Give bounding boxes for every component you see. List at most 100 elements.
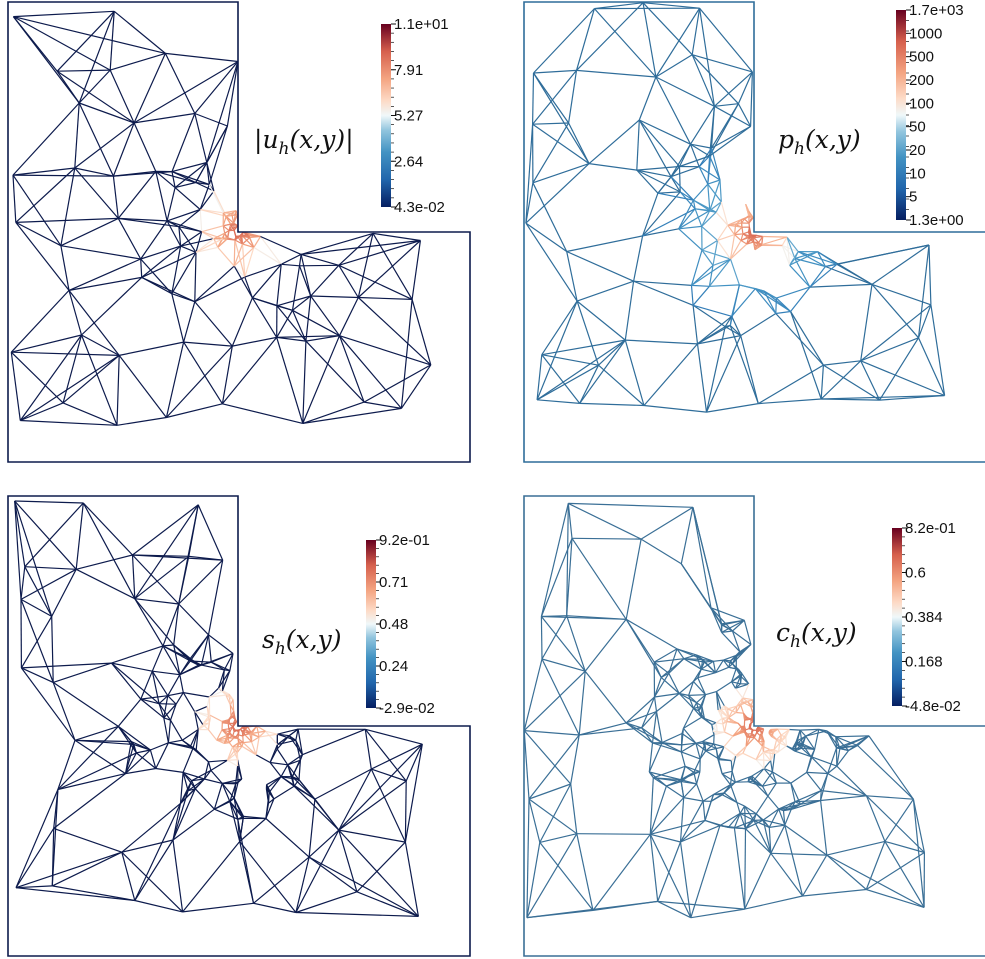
mesh-edge bbox=[588, 119, 640, 165]
mesh-edge bbox=[649, 785, 667, 835]
mesh-edge bbox=[305, 340, 365, 403]
mesh-edge bbox=[678, 692, 697, 704]
mesh-edge bbox=[709, 103, 739, 157]
mesh-edge bbox=[528, 734, 580, 800]
mesh-edge bbox=[740, 675, 750, 685]
mesh-edge bbox=[727, 813, 741, 828]
mesh-edge bbox=[226, 746, 238, 761]
mesh-edge bbox=[524, 730, 580, 736]
colorbar-tick-label: 1000 bbox=[909, 25, 942, 42]
mesh-edge bbox=[693, 677, 699, 682]
mesh-edge bbox=[748, 234, 752, 238]
mesh-edge bbox=[255, 754, 271, 764]
mesh-edge bbox=[208, 184, 224, 214]
mesh-edge bbox=[239, 818, 267, 842]
mesh-edge bbox=[642, 228, 679, 237]
mesh-edge bbox=[15, 789, 59, 888]
mesh-edge bbox=[13, 10, 115, 18]
mesh-edge bbox=[688, 694, 706, 696]
mesh-edge bbox=[566, 250, 634, 282]
mesh-edge bbox=[310, 264, 340, 297]
mesh-edge bbox=[769, 824, 785, 828]
mesh-edge bbox=[53, 662, 112, 683]
mesh-edge bbox=[802, 888, 867, 897]
mesh-edge bbox=[642, 2, 700, 9]
mesh-edge bbox=[657, 900, 745, 910]
mesh-edge bbox=[642, 191, 681, 237]
mesh-edge bbox=[140, 698, 165, 719]
colorbar-tick-label: 20 bbox=[909, 142, 926, 159]
mesh-edge bbox=[786, 236, 799, 252]
mesh-edge bbox=[20, 616, 53, 669]
mesh-edge bbox=[265, 730, 278, 735]
mesh-edge bbox=[141, 245, 181, 278]
mesh-edge bbox=[679, 800, 704, 843]
mesh-edge bbox=[699, 8, 715, 107]
mesh-edge bbox=[683, 658, 705, 663]
mesh-edge bbox=[277, 728, 299, 735]
mesh-edge bbox=[526, 798, 530, 918]
mesh-edge bbox=[728, 666, 737, 670]
mesh-edge bbox=[256, 725, 266, 732]
mesh-edge bbox=[222, 722, 230, 725]
mesh-edge bbox=[171, 293, 185, 343]
mesh-edge bbox=[781, 245, 791, 266]
mesh-edge bbox=[124, 741, 132, 774]
mesh-edge bbox=[676, 648, 703, 661]
mesh-edge bbox=[734, 226, 743, 236]
mesh-edge bbox=[734, 233, 743, 236]
mesh-edge bbox=[295, 891, 358, 914]
mesh-edge bbox=[690, 908, 745, 919]
mesh-edge bbox=[194, 113, 208, 163]
colorbar-tick-label: 200 bbox=[909, 72, 934, 89]
mesh-edge bbox=[365, 728, 423, 745]
mesh-edge bbox=[62, 354, 120, 404]
mesh-edge bbox=[716, 746, 725, 750]
mesh-edge bbox=[928, 244, 932, 305]
mesh-edge bbox=[786, 745, 796, 752]
mesh-edge bbox=[721, 784, 731, 796]
mesh-edge bbox=[871, 244, 930, 285]
mesh-edge bbox=[657, 166, 680, 194]
mesh-edge bbox=[12, 175, 17, 223]
mesh-edge bbox=[768, 808, 780, 828]
mesh-edge bbox=[744, 218, 750, 224]
mesh-edge bbox=[356, 841, 406, 893]
mesh-edge bbox=[237, 759, 243, 780]
mesh-edge bbox=[763, 760, 772, 769]
mesh-edge bbox=[702, 734, 715, 742]
mesh-edge bbox=[748, 210, 754, 218]
mesh-edge bbox=[680, 751, 686, 767]
mesh-edge bbox=[642, 192, 659, 237]
mesh-edge bbox=[752, 780, 769, 797]
mesh-edge bbox=[256, 725, 260, 738]
mesh-edge bbox=[338, 232, 374, 266]
mesh-edge bbox=[208, 687, 220, 698]
mesh-edge bbox=[865, 851, 925, 891]
mesh-edge bbox=[721, 770, 733, 775]
mesh-edge bbox=[528, 783, 571, 800]
mesh-edge bbox=[113, 171, 173, 177]
mesh-edge bbox=[310, 295, 340, 337]
mesh-edge bbox=[655, 54, 693, 78]
mesh-edge bbox=[131, 741, 151, 751]
mesh-edge bbox=[182, 902, 254, 913]
mesh-edge bbox=[912, 799, 925, 908]
mesh-edge bbox=[119, 341, 184, 356]
mesh-edge bbox=[717, 234, 735, 241]
mesh-edge bbox=[784, 824, 828, 856]
mesh-edge bbox=[174, 187, 201, 210]
field-label-s: sh(x,y) bbox=[262, 625, 341, 659]
mesh-edge bbox=[121, 851, 184, 913]
mesh-edge bbox=[155, 171, 168, 222]
mesh-edge bbox=[657, 192, 694, 201]
mesh-edge bbox=[568, 502, 642, 540]
mesh-edge bbox=[740, 233, 744, 241]
mesh-edge bbox=[121, 839, 174, 853]
mesh-edge bbox=[680, 742, 697, 753]
mesh-edge bbox=[116, 416, 167, 426]
mesh-edge bbox=[178, 226, 197, 253]
mesh-edge bbox=[221, 729, 230, 733]
mesh-edge bbox=[68, 276, 142, 291]
mesh-edge bbox=[280, 764, 289, 777]
